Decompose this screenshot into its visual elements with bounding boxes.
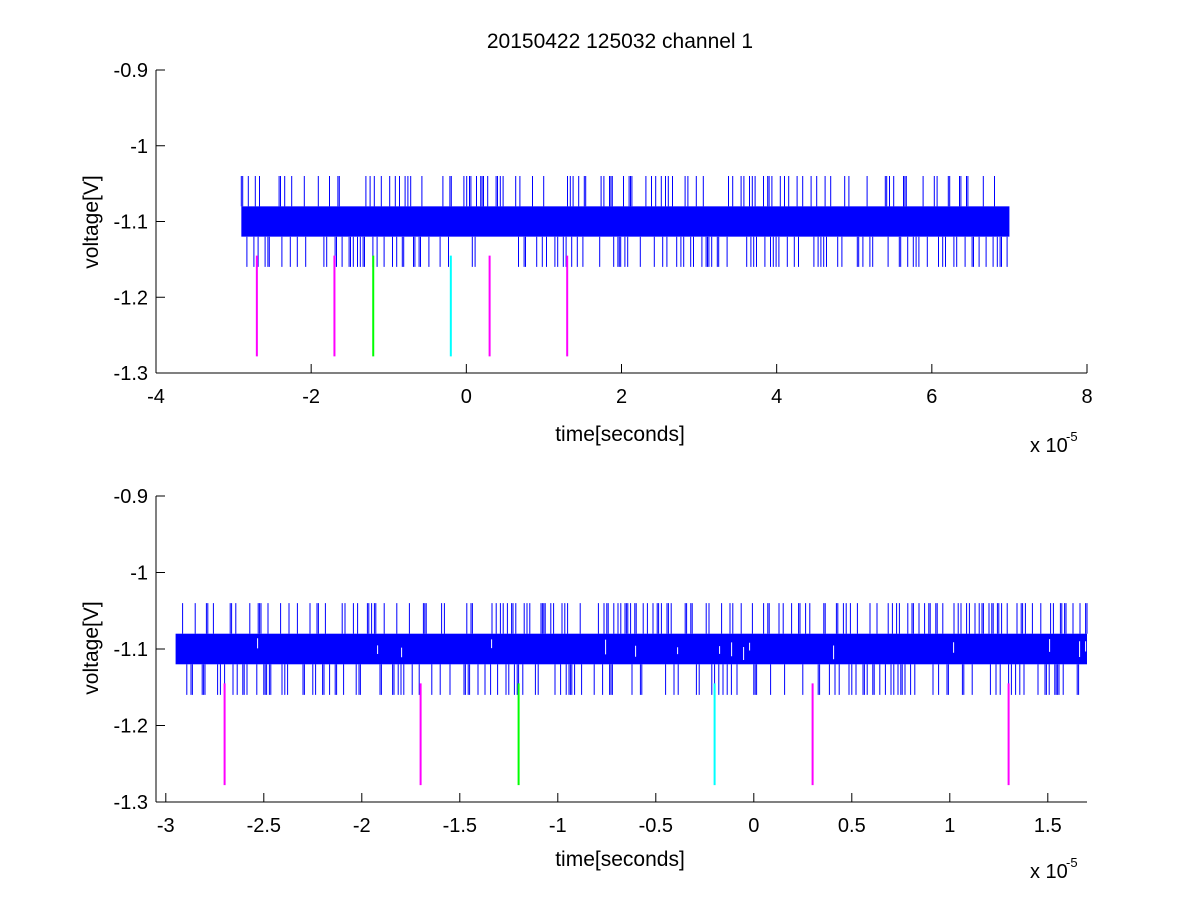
top-x-exponent-base: x 10 (1030, 435, 1068, 457)
signal-spikes (182, 603, 1088, 695)
x-tick-label: 0 (461, 386, 472, 408)
x-tick-label: 0.5 (838, 815, 866, 837)
bottom-x-exponent: x 10 -5 (1030, 855, 1078, 883)
x-tick-label: -3 (157, 815, 175, 837)
x-tick-label: -1 (549, 815, 567, 837)
x-tick-label: -2.5 (247, 815, 281, 837)
y-tick-label: -1 (130, 563, 148, 585)
signal-gaps (257, 638, 1087, 660)
signal-trace (175, 603, 1088, 695)
y-tick-label: -1.3 (114, 792, 148, 814)
x-tick-label: 1 (944, 815, 955, 837)
signal-band (241, 206, 1010, 237)
top-x-exponent: x 10 -5 (1030, 429, 1078, 457)
x-tick-label: 6 (926, 386, 937, 408)
bottom-y-axis-label: voltage[V] (80, 601, 103, 694)
x-tick-label: 1.5 (1034, 815, 1062, 837)
x-tick-label: 2 (616, 386, 627, 408)
x-tick-label: 4 (771, 386, 782, 408)
top-y-axis-label: voltage[V] (80, 175, 103, 268)
x-tick-label: 0 (748, 815, 759, 837)
top-subplot: -4 -2 0 2 4 6 8 -1.3 -1.2 -1.1 -1 -0.9 (114, 60, 1093, 408)
top-x-exponent-power: -5 (1066, 429, 1078, 444)
top-x-axis-label: time[seconds] (555, 423, 685, 446)
x-tick-label: -4 (147, 386, 165, 408)
y-tick-label: -1 (130, 136, 148, 158)
signal-spikes (240, 176, 1008, 267)
x-tick-label: -2 (353, 815, 371, 837)
signal-trace (240, 176, 1010, 267)
x-tick-label: 8 (1081, 386, 1092, 408)
y-tick-label: -1.1 (114, 212, 148, 234)
chart-title: 20150422 125032 channel 1 (487, 30, 753, 53)
y-tick-label: -1.2 (114, 716, 148, 738)
bottom-x-exponent-base: x 10 (1030, 861, 1068, 883)
x-tick-label: -0.5 (639, 815, 673, 837)
x-tick-label: -2 (302, 386, 320, 408)
bottom-x-exponent-power: -5 (1066, 855, 1078, 870)
bottom-subplot: -3 -2.5 -2 -1.5 -1 -0.5 0 0.5 1 1.5 -1.3 -1.2 -1.1 -1… (114, 486, 1088, 837)
y-tick-label: -0.9 (114, 486, 148, 508)
y-tick-label: -1.2 (114, 287, 148, 309)
y-tick-label: -1.3 (114, 363, 148, 385)
y-tick-label: -0.9 (114, 60, 148, 82)
signal-band (175, 633, 1088, 665)
bottom-x-axis-label: time[seconds] (555, 848, 685, 871)
y-tick-label: -1.1 (114, 639, 148, 661)
x-tick-label: -1.5 (443, 815, 477, 837)
